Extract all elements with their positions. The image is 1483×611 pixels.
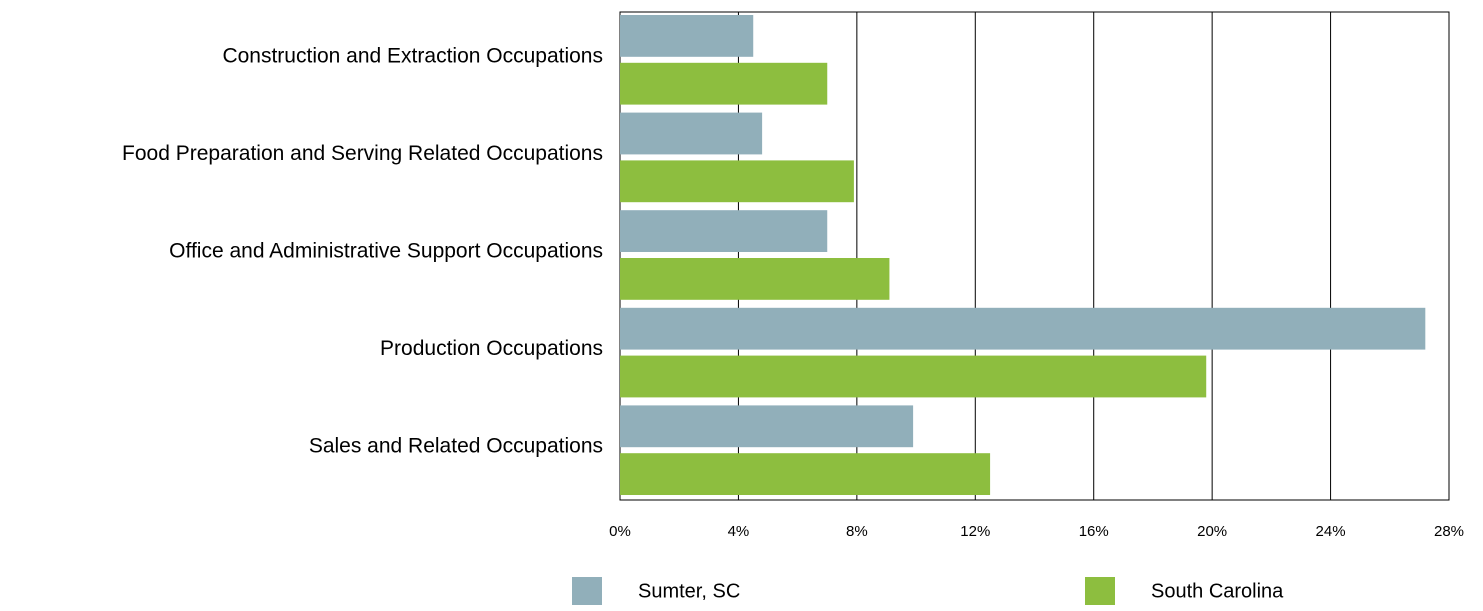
legend-swatch (572, 577, 602, 605)
bar (620, 210, 828, 252)
bar (620, 15, 754, 57)
bar (620, 160, 854, 203)
x-tick-label: 16% (1079, 523, 1109, 540)
bar (620, 258, 890, 300)
x-tick-label: 24% (1316, 523, 1346, 540)
bar (620, 62, 828, 105)
x-tick-label: 12% (960, 523, 990, 540)
bar (620, 307, 1426, 350)
x-tick-label: 4% (728, 523, 750, 540)
bar (620, 405, 914, 448)
category-label: Office and Administrative Support Occupa… (169, 240, 603, 263)
bar (620, 355, 1207, 398)
bar (620, 112, 763, 155)
x-tick-label: 28% (1434, 523, 1464, 540)
bar (620, 453, 991, 495)
legend-label: Sumter, SC (638, 580, 740, 602)
category-label: Sales and Related Occupations (309, 435, 603, 458)
category-label: Construction and Extraction Occupations (222, 44, 603, 67)
category-label: Food Preparation and Serving Related Occ… (122, 142, 603, 165)
legend-label: South Carolina (1151, 580, 1284, 602)
category-label: Production Occupations (380, 337, 603, 360)
x-tick-label: 0% (609, 523, 631, 540)
x-tick-label: 20% (1197, 523, 1227, 540)
x-tick-label: 8% (846, 523, 868, 540)
legend-swatch (1085, 577, 1115, 605)
